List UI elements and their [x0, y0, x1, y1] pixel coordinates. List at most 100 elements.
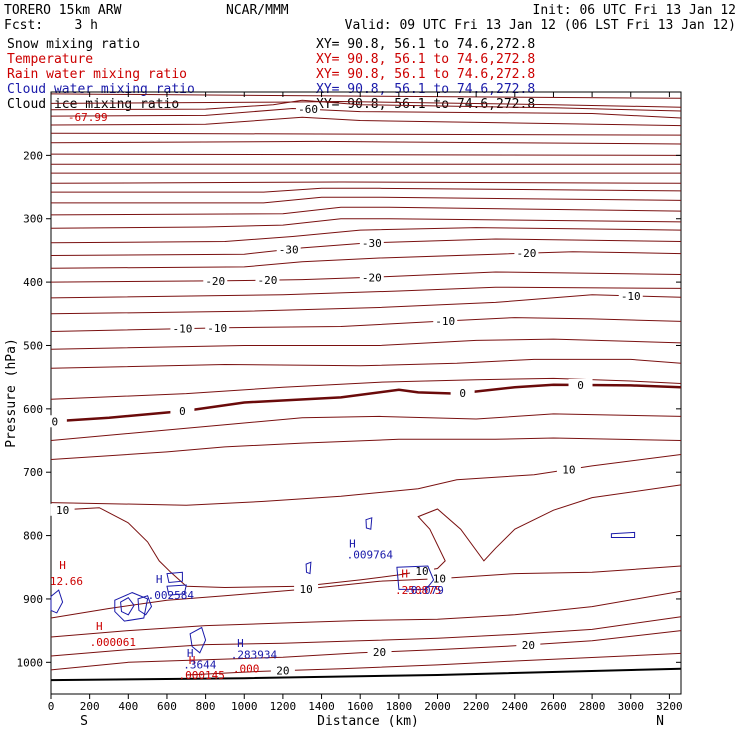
isotherm-label-bg — [255, 274, 280, 287]
y-tick-label: 900 — [23, 593, 43, 606]
isotherm-label: -10 — [172, 323, 192, 336]
x-tick-label: 2800 — [579, 700, 606, 713]
cloud-contour — [305, 561, 312, 575]
x-tick-label: 400 — [118, 700, 138, 713]
isotherm-line — [50, 271, 682, 283]
extremum-label: .002584 — [148, 589, 195, 602]
isotherm-line — [50, 590, 682, 638]
isotherm-label: 10 — [415, 565, 428, 578]
isotherm-label: 0 — [52, 415, 59, 428]
y-tick-label: 1000 — [17, 656, 44, 669]
y-tick-label: 600 — [23, 403, 43, 416]
isotherm-line — [50, 413, 682, 441]
isotherm-line — [50, 99, 682, 112]
extremum-label: H — [401, 567, 408, 580]
isotherm-line — [186, 652, 682, 676]
isotherm-line — [50, 294, 682, 315]
extremum-label: .283934 — [231, 649, 278, 662]
init-label: Init: 06 UTC Fri 13 Jan 12 — [533, 3, 737, 18]
isotherm-line — [50, 132, 682, 136]
isotherm-label-bg — [42, 415, 67, 428]
isotherm-label-bg — [568, 378, 593, 391]
isotherm-label-bg — [618, 289, 643, 302]
legend-field-xy: XY= 90.8, 56.1 to 74.6,272.8 — [316, 67, 535, 82]
isotherm-label-bg — [514, 247, 539, 260]
cloud-contour — [114, 592, 149, 622]
isotherm-label: -10 — [621, 290, 641, 303]
x-tick-label: 1600 — [347, 700, 374, 713]
isotherm-line — [50, 181, 682, 184]
field-legend: Snow mixing ratio XY= 90.8, 56.1 to 74.6,… — [7, 37, 535, 112]
isotherm-label-bg — [205, 321, 230, 334]
extremum-label: -0.079 — [404, 584, 444, 597]
isotherm-label-bg — [450, 387, 475, 399]
isotherm-label: 0 — [459, 387, 466, 400]
y-tick-label: 500 — [23, 339, 43, 352]
extremum-label: .3644 — [183, 659, 216, 672]
x-tick-label: 1400 — [308, 700, 335, 713]
x-tick-label: 0 — [48, 700, 55, 713]
legend-field-name: Cloud water mixing ratio — [7, 82, 195, 97]
isotherm-line — [50, 377, 682, 400]
extremum-label: .009764 — [347, 548, 394, 561]
isotherm-label-bg — [294, 583, 319, 596]
isotherm-label-bg — [359, 236, 384, 249]
isotherm-label: -20 — [205, 275, 225, 288]
valid-label: Valid: 09 UTC Fri 13 Jan 12 (06 LST Fri … — [345, 18, 736, 33]
isotherm-label-bg — [203, 274, 228, 287]
plot-frame — [50, 91, 682, 695]
model-label: TORERO 15km ARW — [4, 3, 122, 18]
legend-field-xy: XY= 90.8, 56.1 to 74.6,272.8 — [316, 97, 535, 112]
extremum-label: H — [59, 559, 66, 572]
fcst-label: Fcst: 3 h — [4, 18, 98, 33]
y-tick-label: 200 — [23, 149, 43, 162]
legend-field-name: Temperature — [7, 52, 93, 67]
cloud-contour — [137, 595, 153, 616]
cloud-contours — [50, 517, 636, 654]
isotherm-label: 20 — [522, 639, 535, 652]
x-axis-label: Distance (km) — [317, 714, 419, 729]
isotherm-label: -30 — [279, 243, 299, 256]
isotherm-label-bg — [433, 315, 458, 328]
isotherm-label: 10 — [299, 583, 312, 596]
isotherm-line — [50, 317, 682, 332]
isotherm-line — [50, 93, 682, 99]
north-endpoint: N — [656, 714, 664, 729]
isotherm-label-bg — [170, 405, 195, 418]
isotherm-line — [50, 227, 682, 244]
cloud-contour — [610, 531, 636, 538]
isotherm-line — [50, 206, 682, 216]
x-tick-label: 2400 — [502, 700, 529, 713]
x-tick-label: 1000 — [231, 700, 258, 713]
x-tick-label: 2600 — [540, 700, 567, 713]
isotherm-label-bg — [50, 503, 75, 516]
isotherm-line — [50, 286, 682, 299]
isotherm-label: 20 — [276, 665, 289, 678]
isotherm-label-bg — [170, 322, 195, 335]
isotherm-line — [50, 251, 682, 269]
axes: 0 200 400 600 800 1000 1200 1400 1600 1800 2000 220… — [17, 92, 683, 713]
temperature-isotherms: -60 -30 -30 -20 -20 -20 -20 -10 -10 -10 -10 0 0 0 0 10 1… — [42, 93, 682, 682]
x-tick-label: 3200 — [656, 700, 683, 713]
cloud-contour — [50, 589, 64, 614]
isotherm-line — [50, 153, 682, 156]
isotherm-line — [50, 338, 682, 350]
isotherm-label: -20 — [258, 274, 278, 287]
y-tick-label: 800 — [23, 530, 43, 543]
extremum-label: .250875 — [395, 584, 441, 597]
isotherm-label: 20 — [373, 646, 386, 659]
isotherm-label: -10 — [435, 315, 455, 328]
y-tick-label: 300 — [23, 213, 43, 226]
y-tick-label: 400 — [23, 276, 43, 289]
extremum-label: H — [349, 538, 356, 551]
x-tick-label: 200 — [80, 700, 100, 713]
extremum-label: .000061 — [90, 636, 136, 649]
isotherm-label: 10 — [56, 504, 69, 517]
isotherm-line — [51, 187, 682, 193]
x-tick-label: 2000 — [424, 700, 451, 713]
isotherm-label: -30 — [362, 237, 382, 250]
isotherm-line — [50, 116, 682, 127]
legend-field-xy: XY= 90.8, 56.1 to 74.6,272.8 — [316, 82, 535, 97]
extremum-label: H — [156, 573, 163, 586]
